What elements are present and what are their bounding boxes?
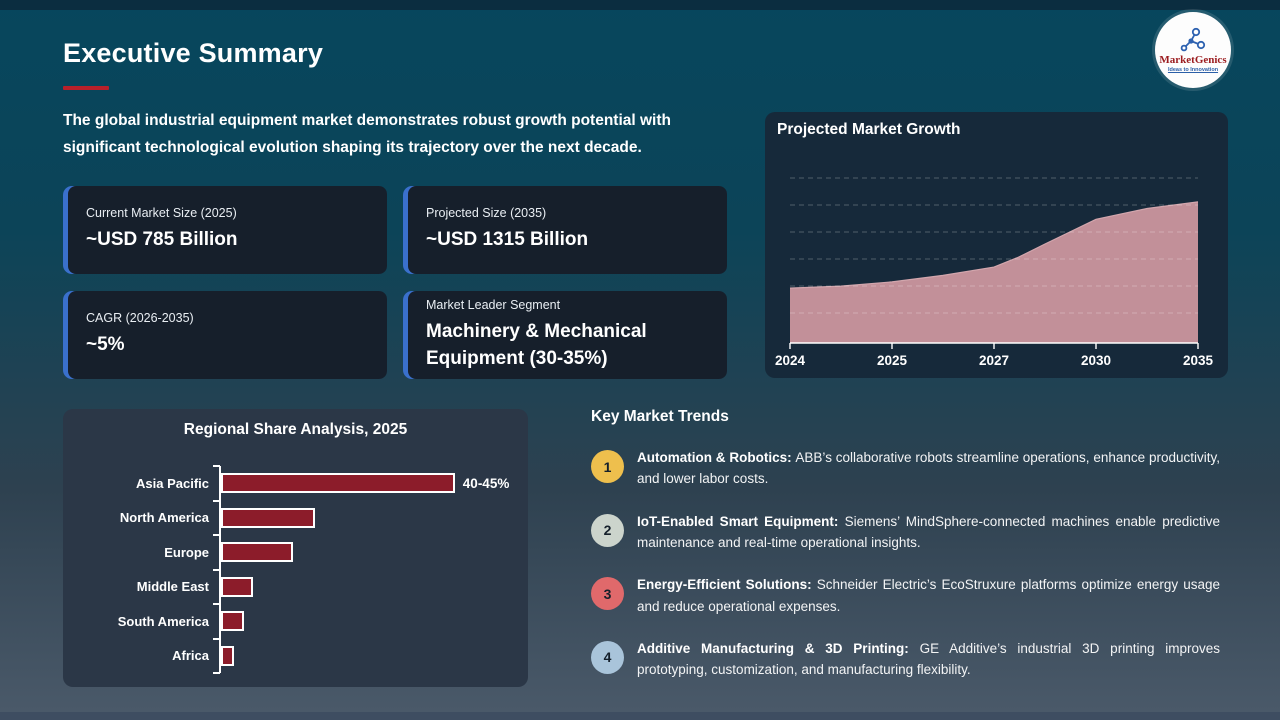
bar-row-europe: Europe <box>81 534 514 570</box>
x-axis-tick-label: 2025 <box>877 353 908 368</box>
stat-card-current-market-size: Current Market Size (2025) ~USD 785 Bill… <box>63 186 387 274</box>
stat-value: Machinery & Mechanical Equipment (30-35%… <box>426 320 647 369</box>
x-axis-tick-label: 2030 <box>1081 353 1111 368</box>
trend-number-badge: 1 <box>591 450 624 483</box>
bar-track <box>213 637 514 674</box>
bar-track <box>213 603 514 639</box>
regional-chart-title: Regional Share Analysis, 2025 <box>183 421 408 438</box>
bar-row-south-america: South America <box>81 603 514 639</box>
stat-value: ~USD 1315 Billion <box>426 229 589 251</box>
area-series-line <box>789 201 1199 289</box>
intro-paragraph: The global industrial equipment market d… <box>63 112 671 156</box>
stat-label: Projected Size (2035) <box>426 206 547 221</box>
trend-lead: IoT-Enabled Smart Equipment: <box>637 513 845 529</box>
trend-item-1: 1 Automation & Robotics: ABB’s collaborat… <box>591 447 1220 490</box>
axis-tick <box>213 465 220 467</box>
x-axis-tick-label: 2024 <box>775 353 806 368</box>
bar-track <box>213 568 514 604</box>
trend-text: Additive Manufacturing & 3D Printing: GE… <box>637 640 1220 678</box>
trend-item-4: 4 Additive Manufacturing & 3D Printing: G… <box>591 638 1220 681</box>
trend-text: Energy-Efficient Solutions: Schneider El… <box>637 577 1221 614</box>
regional-share-bar-chart: Asia Pacific 40-45% North America Europe Mid… <box>81 465 514 674</box>
stat-cards-grid: Current Market Size (2025) ~USD 785 Bill… <box>63 186 727 379</box>
x-axis-tick-label: 2027 <box>979 353 1009 368</box>
trend-text: Automation & Robotics: ABB’s collaborati… <box>637 450 1220 487</box>
bar-category-label: Middle East <box>136 579 209 595</box>
growth-chart-title: Projected Market Growth <box>777 121 961 138</box>
bar-europe <box>221 542 293 563</box>
axis-tick <box>213 499 220 502</box>
bar-asia-pacific <box>221 473 455 494</box>
axis-tick <box>213 603 220 605</box>
bar-category-label: North America <box>119 510 209 526</box>
stat-card-projected-size: Projected Size (2035) ~USD 1315 Billion <box>403 186 727 274</box>
projected-market-growth-chart: 2024 2025 2027 2030 2035 <box>775 177 1214 368</box>
trend-number-badge: 2 <box>591 513 624 547</box>
bar-middle-east <box>221 576 253 597</box>
bar-row-middle-east: Middle East <box>81 568 514 604</box>
bar-category-label: Asia Pacific <box>136 475 209 491</box>
stat-label: CAGR (2026-2035) <box>86 311 194 326</box>
stat-card-market-leader-segment: Market Leader Segment Machinery & Mechan… <box>403 291 727 379</box>
bar-track <box>213 499 514 535</box>
marketgenics-logo: MarketGenics Ideas to Innovation <box>1155 12 1231 88</box>
bar-track <box>213 534 514 570</box>
molecule-icon <box>1180 27 1206 52</box>
stat-label: Market Leader Segment <box>426 297 561 312</box>
stat-value: ~USD 785 Billion <box>86 229 238 251</box>
bar-row-north-america: North America <box>81 499 514 535</box>
logo-brand-text: MarketGenics <box>1159 54 1227 66</box>
trend-lead: Energy-Efficient Solutions: <box>637 577 817 593</box>
bar-row-asia-pacific: Asia Pacific 40-45% <box>81 465 514 501</box>
logo-tagline-text: Ideas to Innovation <box>1167 67 1219 73</box>
trend-number-badge: 3 <box>591 577 624 611</box>
area-series-fill <box>790 201 1198 343</box>
axis-tick <box>213 637 220 640</box>
title-accent-rule <box>63 86 109 90</box>
x-axis-tick-label: 2035 <box>1183 353 1214 368</box>
trend-text: IoT-Enabled Smart Equipment: Siemens’ Mi… <box>637 513 1220 550</box>
top-border-strip <box>0 0 1280 10</box>
trend-item-3: 3 Energy-Efficient Solutions: Schneider E… <box>591 574 1220 617</box>
key-market-trends-list: 1 Automation & Robotics: ABB’s collaborat… <box>591 447 1220 702</box>
axis-tick <box>213 568 220 571</box>
page-title: Executive Summary <box>63 38 324 68</box>
trend-item-2: 2 IoT-Enabled Smart Equipment: Siemens’ M… <box>591 511 1220 554</box>
stat-card-cagr: CAGR (2026-2035) ~5% <box>63 291 387 379</box>
key-market-trends-heading: Key Market Trends <box>591 408 729 425</box>
bar-category-label: Europe <box>164 544 209 560</box>
trend-lead: Additive Manufacturing & 3D Printing: <box>637 640 920 656</box>
bar-south-america <box>221 611 245 632</box>
regional-share-card: Regional Share Analysis, 2025 Asia Pacif… <box>63 409 528 687</box>
bar-category-label: Africa <box>172 648 209 664</box>
axis-tick <box>213 534 220 536</box>
bar-africa <box>221 645 235 666</box>
bar-data-label: 40-45% <box>462 475 510 491</box>
bar-category-label: South America <box>117 613 209 629</box>
axis-tick <box>213 672 220 674</box>
bar-track: 40-45% <box>213 465 514 501</box>
trend-number-badge: 4 <box>591 640 624 674</box>
bottom-border-strip <box>0 712 1280 720</box>
bar-row-africa: Africa <box>81 637 514 674</box>
stat-label: Current Market Size (2025) <box>86 206 237 221</box>
stat-value: ~5% <box>86 334 125 356</box>
bar-north-america <box>221 507 315 528</box>
projected-market-growth-card: 2024 2025 2027 2030 2035 Projected Market Gr… <box>765 112 1228 378</box>
trend-lead: Automation & Robotics: <box>637 450 796 465</box>
